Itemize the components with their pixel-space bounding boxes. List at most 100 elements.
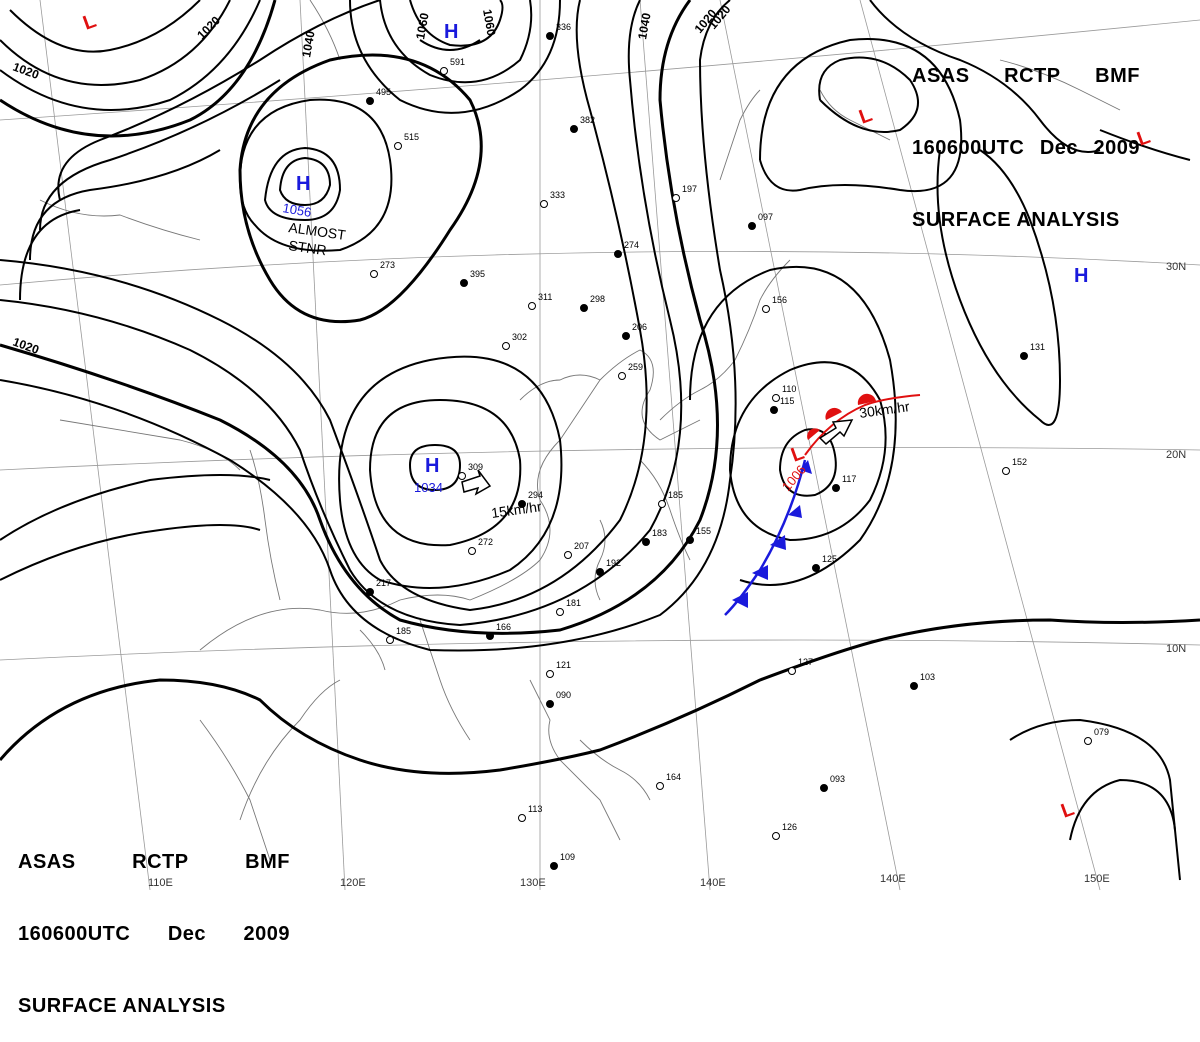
station-marker: [788, 667, 796, 675]
station-pressure: 185: [668, 490, 683, 500]
station-marker: [762, 305, 770, 313]
title-analysis: SURFACE ANALYSIS: [912, 209, 1120, 231]
isobar-label: 1040: [299, 29, 317, 58]
isobar-label: 1060: [413, 11, 431, 40]
cold-front: [724, 459, 812, 616]
station-marker: [518, 814, 526, 822]
title-station: RCTP: [1004, 65, 1061, 87]
station-marker: [910, 682, 918, 690]
station-plots: 309 294 272 217 185 166 121 090 113 109 126 155 185 1…: [366, 22, 1109, 870]
station-pressure: 127: [798, 657, 813, 667]
station-pressure: 272: [478, 537, 493, 547]
station-marker: [366, 588, 374, 596]
station-marker: [370, 270, 378, 278]
station-pressure: 131: [1030, 342, 1045, 352]
station-pressure: 197: [682, 184, 697, 194]
station-marker: [820, 784, 828, 792]
station-marker: [1002, 467, 1010, 475]
station-pressure: 207: [574, 541, 589, 551]
station-marker: [618, 372, 626, 380]
title-time: 160600UTC: [912, 137, 1025, 159]
station-pressure: 110: [782, 384, 796, 394]
station-marker: [386, 636, 394, 644]
station-marker: [550, 862, 558, 870]
station-pressure: 097: [758, 212, 773, 222]
station-marker: [812, 564, 820, 572]
station-pressure: 183: [652, 528, 667, 538]
graticule-labels: 110E 120E 130E 140E 140E 150E 30N 20N 10…: [148, 261, 1186, 889]
station-marker: [770, 406, 778, 414]
station-marker: [394, 142, 402, 150]
station-pressure: 103: [920, 672, 935, 682]
map-title-bottom: ASAS RCTP BMF 160600UTC Dec 2009 SURFACE…: [18, 802, 290, 1042]
station-marker: [458, 472, 466, 480]
lon-label: 130E: [520, 877, 546, 889]
pressure-centers: H 1056 ALMOST STNR H 1034 15km/hr H H L …: [80, 10, 1153, 823]
station-pressure: 093: [830, 774, 845, 784]
lat-label: 30N: [1166, 261, 1186, 273]
isobar-label: 1020: [194, 13, 223, 42]
motion-speed: 30km/hr: [858, 398, 911, 421]
station-pressure: 273: [380, 260, 395, 270]
station-pressure: 113: [528, 804, 542, 814]
high-value: 1056: [281, 200, 312, 220]
station-pressure: 079: [1094, 727, 1109, 737]
station-marker: [772, 394, 780, 402]
title-code: BMF: [1095, 65, 1140, 87]
lon-label: 110E: [148, 877, 173, 889]
station-marker: [672, 194, 680, 202]
isobar-label: 1020: [11, 60, 41, 82]
station-marker: [546, 700, 554, 708]
high-note-line2: STNR: [288, 237, 328, 258]
station-pressure: 090: [556, 690, 571, 700]
station-pressure: 382: [580, 115, 595, 125]
isobar-label: 1020: [706, 2, 734, 32]
station-pressure: 164: [666, 772, 681, 782]
title-analysis: SURFACE ANALYSIS: [18, 995, 226, 1017]
station-marker: [502, 342, 510, 350]
title-year: 2009: [1093, 137, 1140, 159]
station-pressure: 274: [624, 240, 639, 250]
station-pressure: 495: [376, 87, 391, 97]
high-center: H: [1074, 265, 1088, 287]
station-pressure: 156: [772, 295, 787, 305]
station-pressure: 259: [628, 362, 643, 372]
station-marker: [528, 302, 536, 310]
station-pressure: 395: [470, 269, 485, 279]
station-marker: [642, 538, 650, 546]
low-center: L: [1058, 798, 1077, 823]
title-station: RCTP: [132, 851, 189, 873]
station-pressure: 336: [556, 22, 571, 32]
motion-arrows: [461, 419, 854, 496]
station-pressure: 117: [842, 474, 856, 484]
station-pressure: 591: [450, 57, 465, 67]
station-pressure: 333: [550, 190, 565, 200]
isobars: [0, 0, 1200, 881]
station-marker: [622, 332, 630, 340]
station-marker: [656, 782, 664, 790]
low-center: L: [80, 10, 99, 35]
title-year: 2009: [243, 923, 290, 945]
isobar-label: 1040: [635, 11, 653, 40]
lon-label: 140E: [700, 877, 726, 889]
high-center-1034: H: [425, 455, 439, 477]
warm-front: [804, 393, 921, 456]
station-marker: [832, 484, 840, 492]
station-pressure: 515: [404, 132, 419, 142]
lon-label: 120E: [340, 877, 366, 889]
station-marker: [460, 279, 468, 287]
station-marker: [564, 551, 572, 559]
high-center: H: [444, 21, 458, 43]
station-pressure: 166: [496, 622, 511, 632]
station-marker: [366, 97, 374, 105]
station-marker: [546, 32, 554, 40]
station-marker: [658, 500, 666, 508]
station-pressure: 185: [396, 626, 411, 636]
station-pressure: 294: [528, 490, 543, 500]
station-marker: [580, 304, 588, 312]
lat-label: 10N: [1166, 643, 1186, 655]
station-marker: [468, 547, 476, 555]
station-pressure: 121: [556, 660, 571, 670]
title-agency: ASAS: [18, 851, 76, 873]
station-pressure: 125: [822, 554, 837, 564]
